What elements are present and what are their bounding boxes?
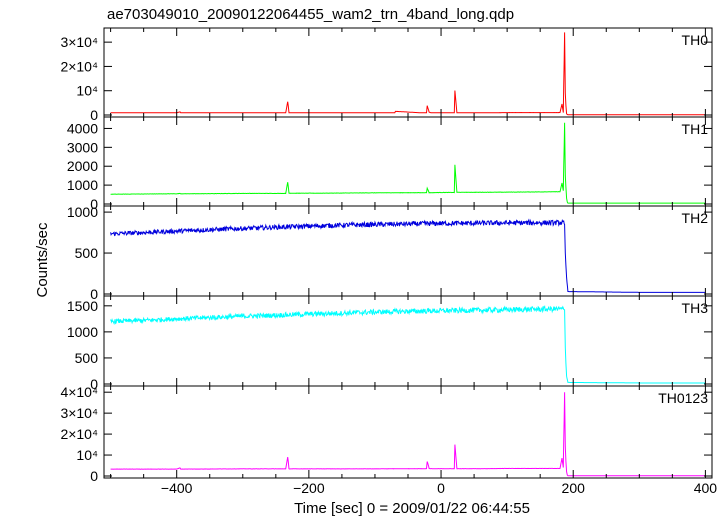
y-tick-label: 1000 (67, 204, 98, 220)
y-tick-label: 3000 (67, 139, 98, 155)
x-tick-label: 200 (562, 480, 586, 496)
y-tick-label: 2×10⁴ (60, 426, 98, 442)
y-tick-label: 1000 (67, 324, 98, 340)
y-tick-label: 2000 (67, 158, 98, 174)
series-line-th3 (110, 305, 706, 384)
x-tick-label: −400 (161, 480, 193, 496)
y-tick-label: 10⁴ (76, 83, 98, 99)
panel-frame-th0 (103, 27, 713, 118)
x-tick-label: 400 (694, 480, 718, 496)
panel-label-th0123: TH0123 (658, 390, 708, 406)
y-axis-label: Counts/sec (34, 222, 51, 298)
series-line-th0 (110, 32, 706, 116)
y-tick-label: 0 (90, 107, 98, 123)
panel-frame-th0123 (103, 385, 713, 479)
y-tick-label: 0 (90, 196, 98, 212)
x-axis-label: Time [sec] 0 = 2009/01/22 06:44:55 (294, 500, 530, 516)
y-tick-label: 0 (90, 286, 98, 302)
panel-frame-th2 (103, 205, 713, 297)
series-line-th2 (110, 218, 706, 293)
y-tick-label: 2×10⁴ (60, 58, 98, 74)
panel-frame-th3 (103, 295, 713, 387)
y-tick-label: 0 (90, 376, 98, 392)
series-line-th1 (110, 122, 706, 204)
panel-label-th1: TH1 (682, 121, 709, 137)
y-tick-label: 4×10⁴ (60, 384, 98, 400)
y-tick-label: 3×10⁴ (60, 34, 98, 50)
series-line-th0123 (110, 392, 706, 477)
y-tick-label: 0 (90, 468, 98, 484)
y-tick-label: 500 (75, 350, 99, 366)
y-tick-label: 1500 (67, 298, 98, 314)
panel-label-th0: TH0 (682, 32, 709, 48)
y-tick-label: 500 (75, 245, 99, 261)
chart-title: ae703049010_20090122064455_wam2_trn_4ban… (107, 6, 514, 23)
y-tick-label: 4000 (67, 120, 98, 136)
y-tick-label: 10⁴ (76, 447, 98, 463)
y-tick-label: 3×10⁴ (60, 405, 98, 421)
panel-label-th3: TH3 (682, 300, 709, 316)
y-tick-label: 1000 (67, 177, 98, 193)
x-tick-label: 0 (437, 480, 445, 496)
x-tick-label: −200 (293, 480, 325, 496)
panel-label-th2: TH2 (682, 210, 709, 226)
